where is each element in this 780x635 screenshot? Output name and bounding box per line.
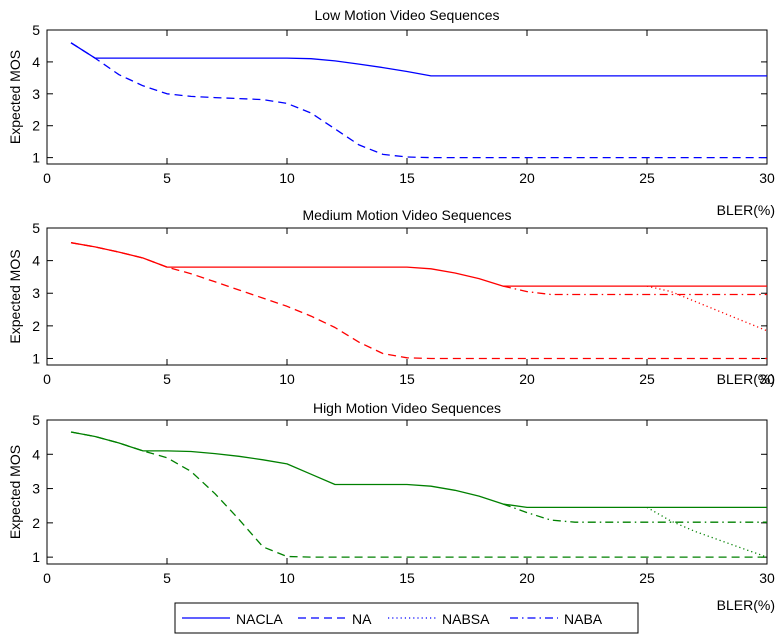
series-line-nabsa [646, 285, 768, 332]
x-tick-label: 0 [43, 170, 51, 186]
x-tick-label: 5 [163, 371, 171, 387]
x-tick-label: 0 [43, 371, 51, 387]
x-axis-label: BLER(%) [717, 371, 775, 387]
x-tick-label: 20 [519, 170, 535, 186]
series-line-na [70, 42, 767, 159]
legend-label: NABSA [442, 611, 490, 627]
x-tick-label: 30 [759, 170, 775, 186]
x-tick-label: 5 [163, 170, 171, 186]
x-axis-label: BLER(%) [717, 597, 775, 613]
series-line-na [70, 431, 767, 558]
y-tick-label: 2 [32, 318, 40, 334]
y-tick-label: 1 [32, 350, 40, 366]
x-tick-label: 10 [279, 170, 295, 186]
plot-area [46, 227, 768, 366]
y-tick-label: 4 [32, 446, 40, 462]
x-tick-label: 30 [759, 570, 775, 586]
x-tick-label: 5 [163, 570, 171, 586]
x-tick-label: 15 [399, 371, 415, 387]
series-line-nabsa [646, 506, 768, 558]
plot-area [46, 419, 768, 565]
y-tick-label: 1 [32, 150, 40, 166]
y-axis-label: Expected MOS [7, 50, 23, 144]
x-tick-label: 15 [399, 170, 415, 186]
legend-label: NABA [564, 611, 603, 627]
series-line-nacla [70, 42, 767, 77]
y-tick-label: 2 [32, 118, 40, 134]
series-line-na [70, 242, 767, 360]
y-axis-label: Expected MOS [7, 249, 23, 343]
chart-title: Medium Motion Video Sequences [302, 207, 511, 223]
legend-label: NACLA [236, 611, 283, 627]
x-tick-label: 10 [279, 371, 295, 387]
x-tick-label: 30 [759, 371, 775, 387]
chart-panel-1: 0 5 10 15 20 25 30 1 2 3 4 5 Low Motion Video Sequen… [7, 7, 775, 218]
y-tick-label: 4 [32, 54, 40, 70]
legend-label: NA [352, 611, 372, 627]
chart-panel-3: 0 5 10 15 20 25 30 1 2 3 4 5 High Motion Video Seque… [7, 400, 775, 613]
y-tick-label: 5 [32, 412, 40, 428]
x-tick-label: 20 [519, 371, 535, 387]
x-tick-label: 15 [399, 570, 415, 586]
x-tick-label: 20 [519, 570, 535, 586]
legend: NACLA NA NABSA NABA [174, 602, 639, 634]
x-tick-label: 25 [639, 371, 655, 387]
chart-title: Low Motion Video Sequences [315, 7, 500, 23]
x-tick-label: 0 [43, 570, 51, 586]
y-tick-label: 5 [32, 220, 40, 236]
legend-box [174, 602, 639, 634]
x-tick-label: 25 [639, 170, 655, 186]
y-tick-label: 3 [32, 481, 40, 497]
y-tick-label: 4 [32, 253, 40, 269]
x-tick-label: 10 [279, 570, 295, 586]
series-line-nacla [70, 431, 767, 509]
y-tick-label: 3 [32, 285, 40, 301]
chart-title: High Motion Video Sequences [313, 400, 501, 416]
y-tick-label: 2 [32, 515, 40, 531]
y-tick-label: 1 [32, 549, 40, 565]
series-line-naba [502, 503, 767, 523]
x-tick-label: 25 [639, 570, 655, 586]
x-axis-label: BLER(%) [717, 202, 775, 218]
y-tick-label: 3 [32, 86, 40, 102]
series-line-nacla [70, 242, 767, 287]
series-line-naba [502, 285, 767, 296]
chart-panel-2: 0 5 10 15 20 25 30 1 2 3 4 5 Medium Motion Video Seq… [7, 207, 775, 387]
y-axis-label: Expected MOS [7, 445, 23, 539]
plot-area [46, 29, 768, 165]
y-tick-label: 5 [32, 22, 40, 38]
